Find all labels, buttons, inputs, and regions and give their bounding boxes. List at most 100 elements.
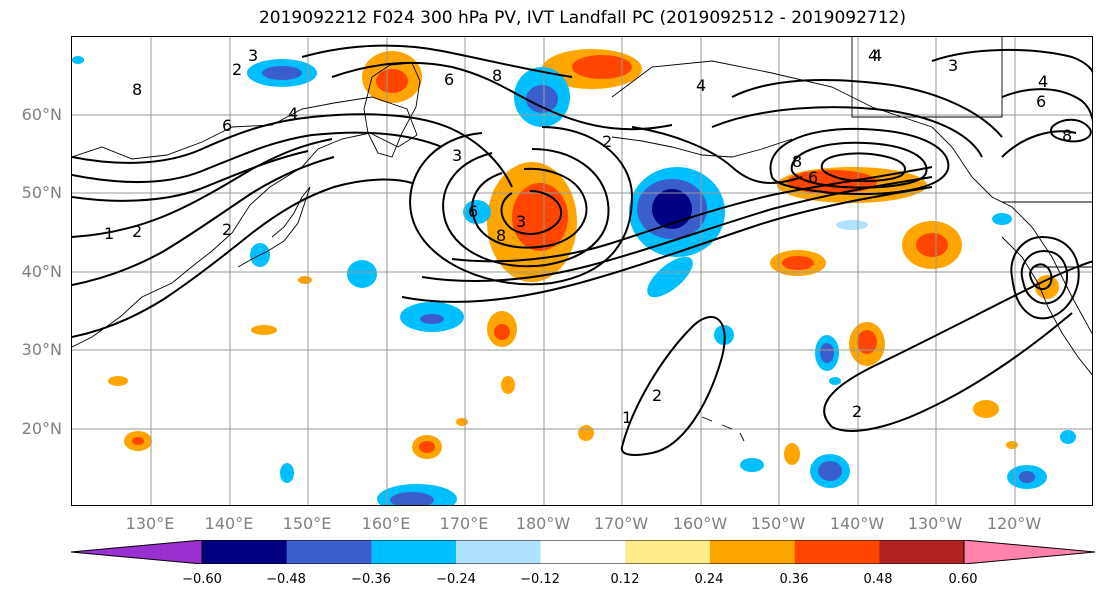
pv-contour [731, 79, 1003, 138]
contour-label: 2 [652, 386, 662, 405]
lon-label-180w: 180°W [515, 514, 571, 533]
shade-pos [251, 325, 277, 335]
shade-neg [740, 458, 764, 472]
lon-label-170e: 170°E [439, 514, 489, 533]
pv-contours [72, 44, 1092, 456]
colorbar-swatch [456, 540, 542, 564]
colorbar-tick: 0.12 [610, 572, 640, 587]
pv-contour [1001, 130, 1077, 158]
contour-labels: 2 3 4 6 8 3 3 8 6 4 3 4 2 1 2 2 1 2 8 6 … [104, 46, 1072, 427]
shade-pos [1006, 441, 1018, 449]
pv-contour [631, 126, 803, 184]
colorbar-segments [71, 540, 1095, 564]
lat-label-40n: 40°N [21, 262, 62, 281]
colorbar-tick: 0.60 [948, 572, 978, 587]
coastline-na-west [1001, 236, 1092, 376]
contour-label: 6 [808, 168, 818, 187]
lon-label-120w: 120°W [986, 514, 1042, 533]
shade-pos [916, 233, 948, 257]
shade-neg [1019, 471, 1035, 483]
lat-label-60n: 60°N [21, 105, 62, 124]
pv-contour [1050, 118, 1092, 143]
shade-pos [973, 400, 999, 418]
contour-label: 8 [1062, 126, 1072, 145]
colorbar-swatch [286, 540, 372, 564]
map-canvas: 2 3 4 6 8 3 3 8 6 4 3 4 2 1 2 2 1 2 8 6 … [72, 37, 1092, 505]
colorbar-tick: −0.60 [182, 572, 222, 587]
coastline-na-interior [851, 37, 1092, 268]
contour-label: 4 [696, 76, 706, 95]
pv-contour [769, 127, 950, 195]
shade-neg [463, 200, 491, 224]
shade-pos [419, 441, 435, 453]
colorbar-swatch [964, 540, 1095, 564]
contour-label: 8 [496, 226, 506, 245]
pv-contour [823, 260, 1092, 428]
contour-label: 8 [132, 80, 142, 99]
shade-pos [782, 256, 814, 270]
coastline-hawaii [701, 416, 745, 442]
colorbar-swatch [71, 540, 202, 564]
contour-label: 4 [1038, 72, 1048, 91]
lon-label-130w: 130°W [907, 514, 963, 533]
shade-neg [390, 492, 434, 505]
shade-pos [494, 324, 510, 340]
lon-label-130e: 130°E [125, 514, 175, 533]
shade-neg [818, 461, 842, 481]
coastline-alaska [611, 60, 1092, 335]
colorbar-tick: 0.24 [694, 572, 724, 587]
colorbar-right-extend [963, 540, 1095, 564]
pv-contour [401, 186, 933, 303]
pv-contour [72, 113, 513, 188]
contour-label: 8 [492, 66, 502, 85]
colorbar-tick: −0.24 [436, 572, 476, 587]
colorbar-tick: −0.48 [266, 572, 306, 587]
contour-label: 3 [948, 56, 958, 75]
colorbar [71, 540, 1095, 564]
contour-label: 2 [232, 60, 242, 79]
shade-pos [132, 437, 144, 445]
colorbar-swatch [202, 540, 288, 564]
shade-neg [1060, 430, 1076, 444]
contour-label: 2 [852, 402, 862, 421]
shade-pos [572, 55, 632, 79]
contour-label: 6 [468, 202, 478, 221]
lon-label-160e: 160°E [361, 514, 411, 533]
pv-contour [331, 61, 673, 131]
pv-contour [72, 156, 335, 286]
colorbar-swatch [540, 540, 626, 564]
shade-pos [376, 69, 408, 93]
lat-label-30n: 30°N [21, 340, 62, 359]
lon-label-150e: 150°E [282, 514, 332, 533]
contour-label: 2 [132, 222, 142, 241]
shade-pos [108, 376, 128, 386]
contour-label: 6 [222, 116, 232, 135]
contour-label: 1 [622, 408, 632, 427]
pv-contour [72, 150, 309, 202]
contour-label: 4 [288, 104, 298, 123]
lon-label-170w: 170°W [593, 514, 649, 533]
coastline-asia [72, 96, 418, 348]
colorbar-swatch [879, 540, 965, 564]
shade-pos [857, 330, 877, 354]
pv-contour [500, 190, 563, 235]
pv-contour [1010, 235, 1080, 320]
pv-contour [1001, 88, 1092, 122]
pv-contour [820, 152, 906, 183]
pv-contour [790, 141, 928, 189]
pv-contour [1020, 249, 1068, 305]
contour-label: 4 [872, 46, 882, 65]
shade-pos [456, 418, 468, 426]
colorbar-swatch [625, 540, 711, 564]
pv-contour [831, 312, 1073, 432]
lat-label-20n: 20°N [21, 419, 62, 438]
pv-contour [421, 176, 933, 282]
shade-neg [820, 343, 834, 363]
lon-label-150w: 150°W [750, 514, 806, 533]
shade-neg [647, 256, 693, 298]
colorbar-swatch [710, 540, 796, 564]
pv-contour [442, 148, 610, 268]
shade-pos [298, 276, 312, 284]
colorbar-tick: 0.36 [779, 572, 809, 587]
shade-neg [652, 189, 692, 229]
